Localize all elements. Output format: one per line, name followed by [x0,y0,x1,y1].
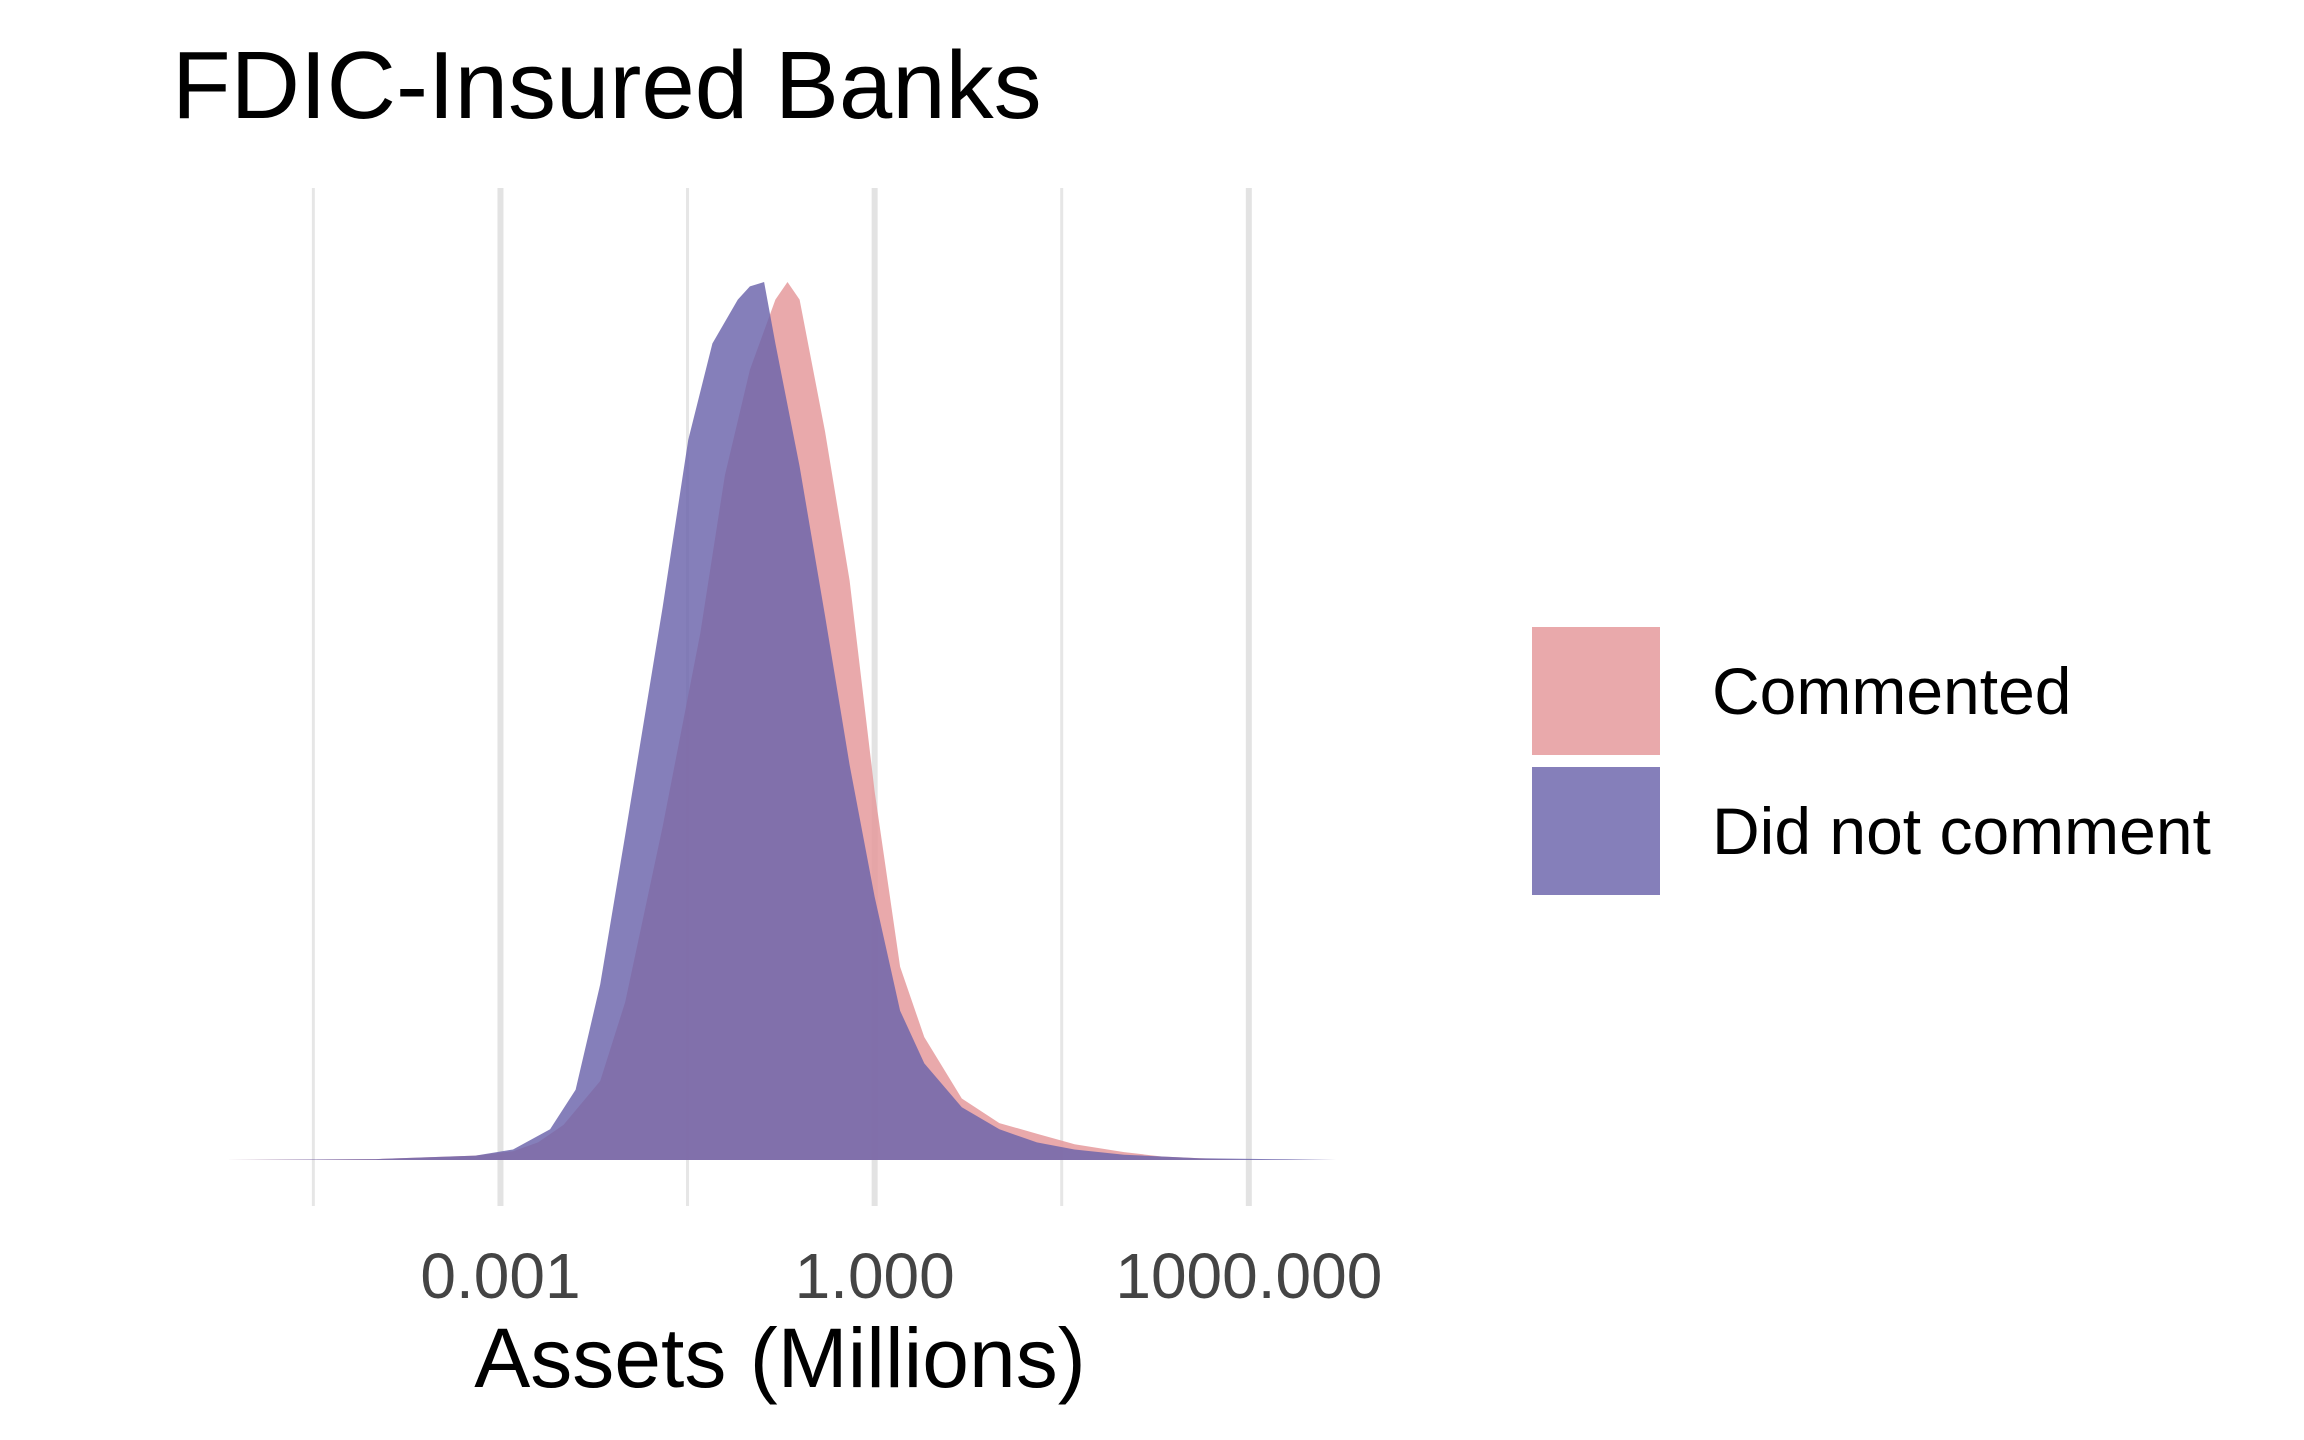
legend-swatch-did-not-comment [1532,767,1660,895]
chart-title: FDIC-Insured Banks [172,32,1042,139]
x-tick-labels: 0.001 1.000 1000.000 [420,1240,1382,1312]
x-tick-label: 0.001 [420,1240,580,1312]
x-tick-label: 1000.000 [1115,1240,1382,1312]
density-area-did-not-comment [226,282,1336,1160]
legend-label-did-not-comment: Did not comment [1712,794,2211,868]
x-axis-title: Assets (Millions) [474,1311,1085,1405]
legend-swatch-commented [1532,627,1660,755]
legend: Commented Did not comment [1532,627,2211,895]
gridlines [311,188,1252,1206]
legend-label-commented: Commented [1712,654,2072,728]
x-tick-label: 1.000 [795,1240,955,1312]
density-areas [226,282,1336,1160]
